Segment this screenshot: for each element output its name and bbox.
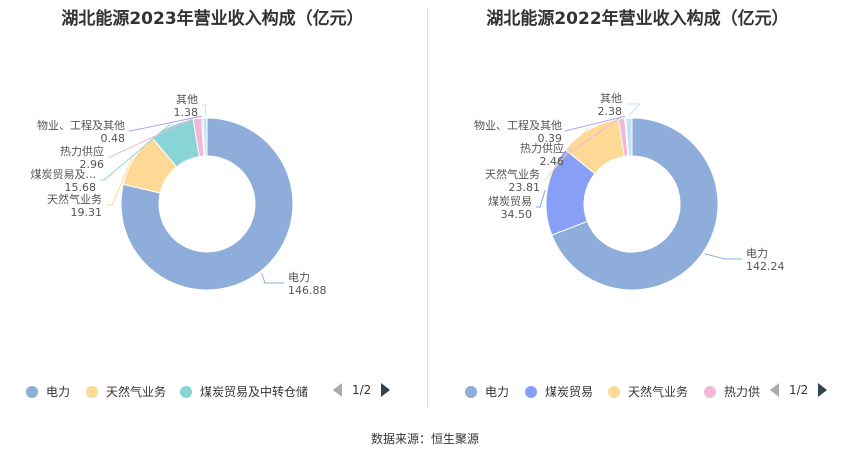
next-page-icon[interactable] xyxy=(381,383,391,397)
slice-value-label: 0.48 xyxy=(101,132,126,145)
donut-slice[interactable] xyxy=(551,117,719,291)
legend-item-2[interactable]: 煤炭贸易及中转仓储 xyxy=(180,383,308,400)
slice-value-label: 19.31 xyxy=(71,206,103,219)
chart-panel-2022: 湖北能源2022年营业收入构成（亿元） 电力 142.24 煤炭贸易 34.50 天然气… xyxy=(425,0,850,410)
legend-label: 天然气业务 xyxy=(628,385,689,399)
legend-2022: 电力 煤炭贸易 天然气业务 热力供 xyxy=(425,383,850,403)
slice-label: 其他 xyxy=(176,93,198,106)
slice-value-label: 2.38 xyxy=(598,105,623,118)
slice-value-label: 34.50 xyxy=(501,208,533,221)
leader-line xyxy=(202,104,207,117)
slice-label: 物业、工程及其他 xyxy=(474,118,562,132)
slice-label: 其他 xyxy=(600,92,622,105)
slice-value-label: 2.96 xyxy=(80,158,105,171)
legend-label: 电力 xyxy=(485,385,510,399)
leader-line xyxy=(106,157,133,206)
chart-panel-2023: 湖北能源2023年营业收入构成（亿元） 电力 146.88 天然气业务 19.31 煤炭… xyxy=(0,0,425,410)
legend-item-3[interactable]: 热力供 xyxy=(704,383,760,400)
slice-label: 天然气业务 xyxy=(47,192,102,206)
legend-item-1[interactable]: 煤炭贸易 xyxy=(525,383,593,400)
page-indicator: 1/2 xyxy=(352,383,372,397)
legend-item-2[interactable]: 天然气业务 xyxy=(608,383,688,400)
slice-value-label: 142.24 xyxy=(746,260,785,273)
legend-label: 煤炭贸易及中转仓储 xyxy=(200,385,309,399)
slice-value-label: 15.68 xyxy=(65,181,97,194)
legend-pager-2022: 1/2 xyxy=(770,383,828,397)
data-source-note: 数据来源：恒生聚源 xyxy=(370,432,479,446)
leader-line xyxy=(626,103,642,117)
chart-title-2022: 湖北能源2022年营业收入构成（亿元） xyxy=(486,9,789,29)
legend-item-0[interactable]: 电力 xyxy=(26,383,70,400)
legend-label: 电力 xyxy=(46,385,71,399)
slice-label: 煤炭贸易及... xyxy=(31,168,97,181)
slice-label: 热力供应 xyxy=(60,144,104,158)
leader-line xyxy=(564,115,626,132)
legend-label: 天然气业务 xyxy=(106,385,167,399)
legend-marker xyxy=(86,385,98,398)
legend-marker xyxy=(525,385,537,398)
slice-label: 天然气业务 xyxy=(485,167,540,181)
slice-label: 电力 xyxy=(746,247,768,260)
legend-marker xyxy=(26,385,38,398)
donut-slice[interactable] xyxy=(202,117,208,157)
next-page-icon[interactable] xyxy=(818,383,828,397)
leader-line xyxy=(100,123,171,181)
slice-label: 电力 xyxy=(288,271,310,284)
slice-value-label: 1.38 xyxy=(174,106,199,119)
legend-pager-2023: 1/2 xyxy=(333,383,391,397)
slice-label: 煤炭贸易 xyxy=(488,195,532,208)
slice-value-label: 23.81 xyxy=(509,181,541,194)
legend-marker xyxy=(608,385,620,398)
slice-value-label: 146.88 xyxy=(288,284,327,297)
slice-value-label: 2.46 xyxy=(540,155,565,168)
slice-label: 物业、工程及其他 xyxy=(37,118,125,132)
legend-item-1[interactable]: 天然气业务 xyxy=(86,383,166,400)
page-indicator: 1/2 xyxy=(789,383,809,397)
leader-line xyxy=(261,272,284,284)
donut-slice[interactable] xyxy=(120,117,294,291)
prev-page-icon[interactable] xyxy=(770,383,779,397)
panel-divider xyxy=(427,8,428,408)
leader-line xyxy=(544,127,589,181)
legend-label: 煤炭贸易 xyxy=(545,385,594,399)
leader-line xyxy=(536,190,546,208)
slice-value-label: 0.39 xyxy=(538,132,563,145)
leader-line xyxy=(129,115,203,132)
legend-marker xyxy=(465,385,477,398)
slice-label: 热力供应 xyxy=(520,141,564,155)
donut-slice[interactable] xyxy=(625,117,633,157)
legend-marker xyxy=(704,385,716,398)
legend-marker xyxy=(180,385,192,398)
leader-line xyxy=(567,116,622,155)
prev-page-icon[interactable] xyxy=(333,383,342,397)
legend-item-0[interactable]: 电力 xyxy=(465,383,509,400)
leader-line xyxy=(108,116,198,158)
chart-title-2023: 湖北能源2023年营业收入构成（亿元） xyxy=(61,9,364,29)
legend-label: 热力供 xyxy=(724,385,761,399)
leader-line xyxy=(704,253,742,260)
legend-2023: 电力 天然气业务 煤炭贸易及中转仓储 xyxy=(0,383,425,403)
